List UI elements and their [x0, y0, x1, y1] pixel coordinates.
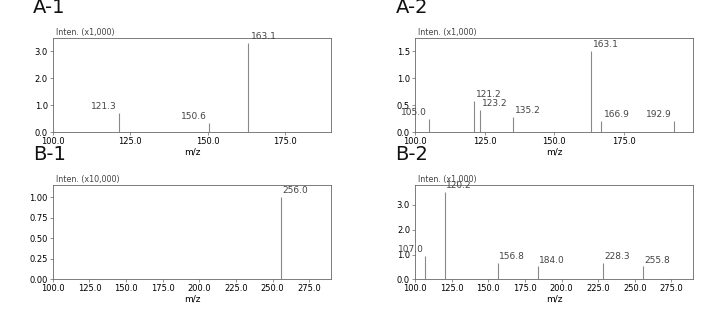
Text: 184.0: 184.0: [539, 256, 565, 265]
Text: 166.9: 166.9: [603, 110, 629, 119]
Text: 107.0: 107.0: [398, 245, 424, 254]
X-axis label: m/z: m/z: [546, 295, 562, 304]
Text: A-1: A-1: [33, 0, 65, 17]
Text: 123.2: 123.2: [482, 99, 508, 108]
Text: A-2: A-2: [396, 0, 428, 17]
Text: Inten. (x1,000): Inten. (x1,000): [56, 28, 114, 37]
Text: 228.3: 228.3: [604, 252, 630, 261]
Text: 256.0: 256.0: [283, 186, 308, 195]
Text: Inten. (x10,000): Inten. (x10,000): [56, 175, 119, 184]
Text: 156.8: 156.8: [499, 252, 525, 261]
Text: 150.6: 150.6: [181, 112, 207, 121]
Text: 255.8: 255.8: [644, 256, 670, 265]
X-axis label: m/z: m/z: [184, 295, 201, 304]
Text: B-2: B-2: [396, 145, 428, 164]
Text: 120.2: 120.2: [446, 181, 471, 190]
X-axis label: m/z: m/z: [546, 148, 562, 157]
X-axis label: m/z: m/z: [184, 148, 201, 157]
Text: 163.1: 163.1: [593, 40, 619, 49]
Text: Inten. (x1,000): Inten. (x1,000): [417, 175, 477, 184]
Text: 135.2: 135.2: [515, 106, 541, 116]
Text: 121.3: 121.3: [91, 102, 116, 111]
Text: Inten. (x1,000): Inten. (x1,000): [417, 28, 477, 37]
Text: 105.0: 105.0: [401, 108, 427, 117]
Text: 163.1: 163.1: [251, 32, 277, 41]
Text: B-1: B-1: [33, 145, 66, 164]
Text: 121.2: 121.2: [476, 90, 502, 99]
Text: 192.9: 192.9: [646, 110, 672, 119]
